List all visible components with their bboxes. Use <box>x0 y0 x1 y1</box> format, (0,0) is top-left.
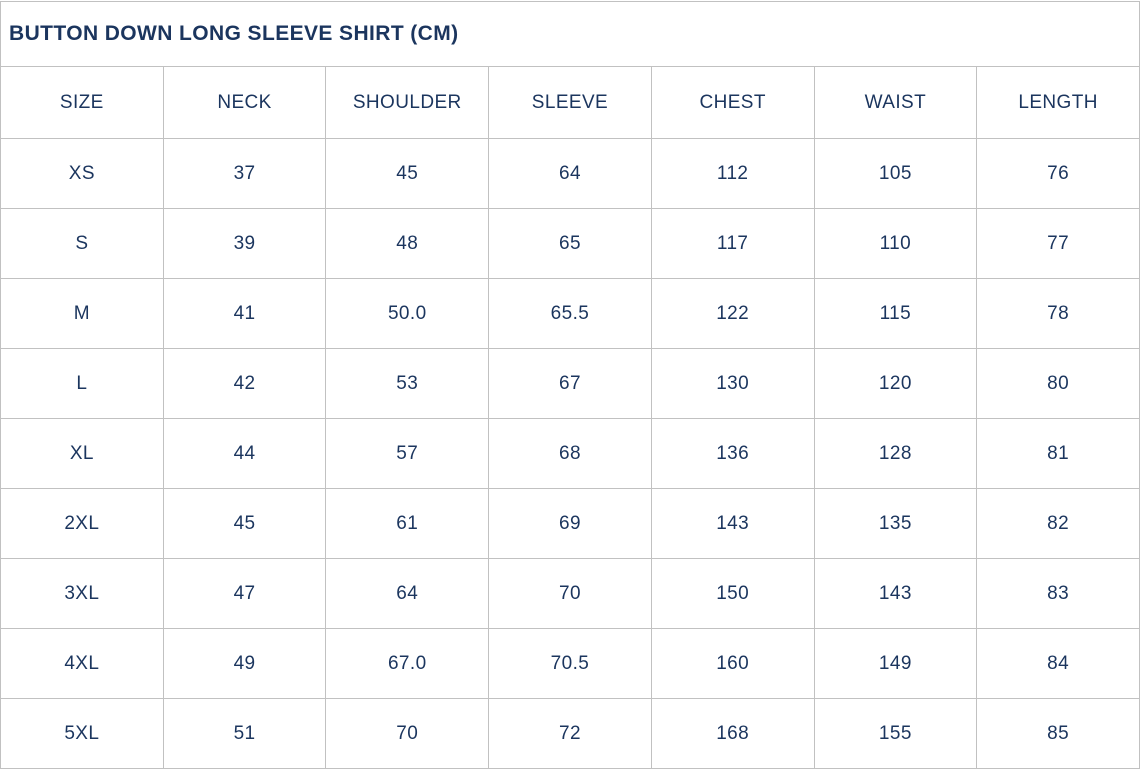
cell-xl-shoulder: 57 <box>325 418 490 489</box>
cell-5xl-length: 85 <box>976 698 1140 769</box>
table-row-5xl: 5XL 51 70 72 168 155 85 <box>0 698 1140 769</box>
size-label-cell-2xl: 2XL <box>0 488 164 559</box>
table-row-4xl: 4XL 49 67.0 70.5 160 149 84 <box>0 628 1140 699</box>
cell-l-shoulder: 53 <box>325 348 490 419</box>
cell-2xl-length: 82 <box>976 488 1140 559</box>
cell-2xl-waist: 135 <box>813 488 978 559</box>
cell-2xl-sleeve: 69 <box>488 488 652 559</box>
cell-s-shoulder: 48 <box>325 208 490 279</box>
cell-xs-waist: 105 <box>813 138 978 209</box>
cell-l-sleeve: 67 <box>488 348 652 419</box>
cell-5xl-chest: 168 <box>650 698 815 769</box>
table-row-xs: XS 37 45 64 112 105 76 <box>0 138 1140 209</box>
size-label-cell-xs: XS <box>0 138 164 209</box>
size-chart-table: SIZE NECK SHOULDER SLEEVE CHEST WAIST LENGTH X… <box>0 66 1140 769</box>
cell-4xl-sleeve: 70.5 <box>488 628 652 699</box>
cell-s-chest: 117 <box>650 208 815 279</box>
cell-5xl-neck: 51 <box>162 698 327 769</box>
cell-xs-sleeve: 64 <box>488 138 652 209</box>
cell-xl-sleeve: 68 <box>488 418 652 489</box>
cell-4xl-length: 84 <box>976 628 1140 699</box>
cell-3xl-shoulder: 64 <box>325 558 490 629</box>
cell-s-waist: 110 <box>813 208 978 279</box>
cell-3xl-waist: 143 <box>813 558 978 629</box>
column-header-neck: NECK <box>162 66 327 139</box>
cell-xl-chest: 136 <box>650 418 815 489</box>
cell-xl-neck: 44 <box>162 418 327 489</box>
cell-4xl-shoulder: 67.0 <box>325 628 490 699</box>
table-row-s: S 39 48 65 117 110 77 <box>0 208 1140 279</box>
cell-3xl-length: 83 <box>976 558 1140 629</box>
cell-4xl-neck: 49 <box>162 628 327 699</box>
size-label-cell-l: L <box>0 348 164 419</box>
table-body: XS 37 45 64 112 105 76 S 39 48 65 117 110 77 M 41 50.0 65… <box>0 138 1140 769</box>
cell-xs-shoulder: 45 <box>325 138 490 209</box>
column-header-waist: WAIST <box>813 66 978 139</box>
cell-2xl-neck: 45 <box>162 488 327 559</box>
table-row-3xl: 3XL 47 64 70 150 143 83 <box>0 558 1140 629</box>
table-row-xl: XL 44 57 68 136 128 81 <box>0 418 1140 489</box>
cell-xl-waist: 128 <box>813 418 978 489</box>
cell-m-sleeve: 65.5 <box>488 278 652 349</box>
column-header-size: SIZE <box>0 66 164 139</box>
cell-l-chest: 130 <box>650 348 815 419</box>
cell-l-neck: 42 <box>162 348 327 419</box>
cell-s-length: 77 <box>976 208 1140 279</box>
cell-m-waist: 115 <box>813 278 978 349</box>
cell-l-waist: 120 <box>813 348 978 419</box>
cell-s-neck: 39 <box>162 208 327 279</box>
column-header-length: LENGTH <box>976 66 1140 139</box>
cell-3xl-neck: 47 <box>162 558 327 629</box>
cell-5xl-sleeve: 72 <box>488 698 652 769</box>
header-row: SIZE NECK SHOULDER SLEEVE CHEST WAIST LENGTH <box>0 66 1140 139</box>
table-row-2xl: 2XL 45 61 69 143 135 82 <box>0 488 1140 559</box>
cell-5xl-waist: 155 <box>813 698 978 769</box>
size-label-cell-5xl: 5XL <box>0 698 164 769</box>
size-chart-title: BUTTON DOWN LONG SLEEVE SHIRT (CM) <box>9 22 459 45</box>
size-label-cell-3xl: 3XL <box>0 558 164 629</box>
cell-m-shoulder: 50.0 <box>325 278 490 349</box>
size-label-cell-m: M <box>0 278 164 349</box>
cell-2xl-shoulder: 61 <box>325 488 490 559</box>
cell-m-length: 78 <box>976 278 1140 349</box>
cell-xs-neck: 37 <box>162 138 327 209</box>
cell-4xl-chest: 160 <box>650 628 815 699</box>
cell-s-sleeve: 65 <box>488 208 652 279</box>
cell-xs-chest: 112 <box>650 138 815 209</box>
table-header: SIZE NECK SHOULDER SLEEVE CHEST WAIST LENGTH <box>0 66 1140 139</box>
table-row-m: M 41 50.0 65.5 122 115 78 <box>0 278 1140 349</box>
cell-m-chest: 122 <box>650 278 815 349</box>
cell-5xl-shoulder: 70 <box>325 698 490 769</box>
table-row-l: L 42 53 67 130 120 80 <box>0 348 1140 419</box>
cell-l-length: 80 <box>976 348 1140 419</box>
cell-m-neck: 41 <box>162 278 327 349</box>
cell-3xl-sleeve: 70 <box>488 558 652 629</box>
cell-2xl-chest: 143 <box>650 488 815 559</box>
column-header-shoulder: SHOULDER <box>325 66 490 139</box>
size-label-cell-s: S <box>0 208 164 279</box>
column-header-sleeve: SLEEVE <box>488 66 652 139</box>
cell-xl-length: 81 <box>976 418 1140 489</box>
cell-3xl-chest: 150 <box>650 558 815 629</box>
column-header-chest: CHEST <box>650 66 815 139</box>
size-chart-title-bar: BUTTON DOWN LONG SLEEVE SHIRT (CM) <box>0 1 1140 66</box>
cell-4xl-waist: 149 <box>813 628 978 699</box>
size-label-cell-4xl: 4XL <box>0 628 164 699</box>
size-label-cell-xl: XL <box>0 418 164 489</box>
cell-xs-length: 76 <box>976 138 1140 209</box>
